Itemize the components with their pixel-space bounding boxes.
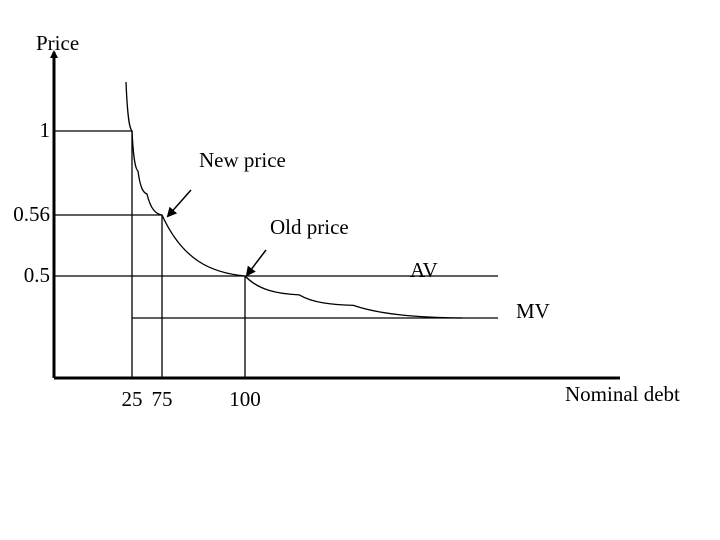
annotation-new-price: New price [199, 148, 286, 172]
x-tick-label: 100 [229, 387, 261, 411]
y-axis-title: Price [36, 31, 79, 55]
annotation-arrow [245, 249, 267, 277]
y-tick-label: 0.56 [13, 202, 50, 226]
av-curve [125, 81, 463, 319]
x-axis-title: Nominal debt [565, 382, 680, 406]
series-label-mv: MV [516, 299, 550, 323]
series-label-av: AV [410, 258, 438, 282]
x-tick-label: 25 [122, 387, 143, 411]
y-tick-label: 1 [40, 118, 51, 142]
x-tick-label: 75 [152, 387, 173, 411]
y-tick-label: 0.5 [24, 263, 50, 287]
annotation-arrow [166, 189, 192, 218]
annotation-old-price: Old price [270, 215, 349, 239]
